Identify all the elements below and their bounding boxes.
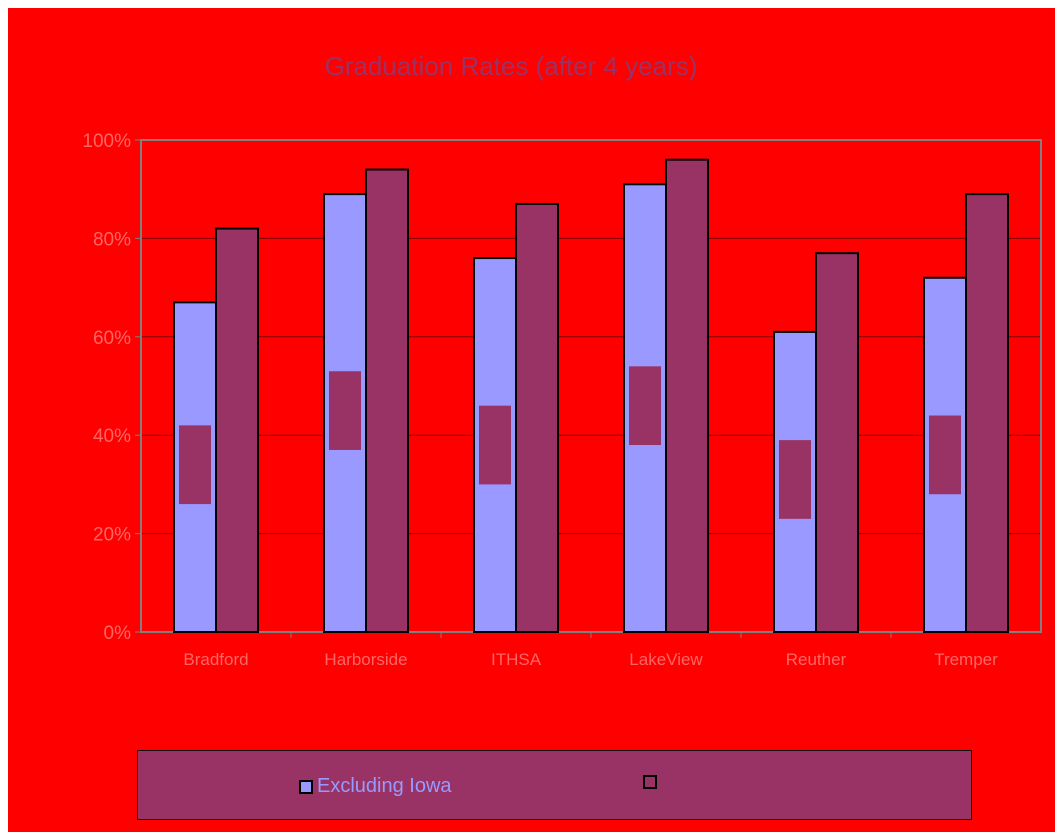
plot-area-border (140, 139, 1042, 633)
y-tick-label: 0% (104, 623, 132, 644)
graduation-rates-chart: Graduation Rates (after 4 years) 0% 20% 40… (82, 51, 1042, 669)
legend: Excluding Iowa (137, 750, 972, 820)
legend-swatch-excluding-iowa (299, 779, 313, 794)
inner-marker-tremper (929, 415, 961, 495)
y-tick-label: 20% (93, 525, 131, 546)
x-tick-label: Tremper (934, 650, 998, 669)
x-tick-label: Reuther (786, 650, 847, 669)
bars (173, 158, 1009, 634)
legend-swatch-series-2 (643, 775, 657, 789)
x-tick-labels: Bradford Harborside ITHSA LakeView Reuther Tr… (183, 650, 998, 669)
y-tick-label: 60% (93, 328, 131, 349)
gridlines (141, 237, 1041, 535)
bar-series-2-ithsa (515, 202, 559, 634)
inner-marker-harborside (329, 371, 361, 450)
legend-label-excluding-iowa: Excluding Iowa (317, 775, 452, 797)
inner-marker-bradford (179, 425, 211, 505)
inner-marker-reuther (779, 440, 811, 519)
y-tick-label: 40% (93, 426, 131, 447)
bar-series-2-reuther (815, 252, 859, 633)
bar-series-2-lakeview (665, 158, 709, 633)
inner-marker-lakeview (629, 366, 661, 446)
axes (135, 139, 892, 638)
x-tick-label: Harborside (324, 650, 407, 669)
legend-item-excluding-iowa: Excluding Iowa (299, 775, 452, 798)
bar-series-2-tremper (965, 193, 1009, 633)
y-tick-label: 80% (93, 229, 131, 250)
x-tick-label: LakeView (629, 650, 703, 669)
y-tick-label: 100% (82, 131, 131, 152)
bar-series-2-harborside (365, 168, 409, 634)
x-tick-label: ITHSA (491, 650, 542, 669)
chart-frame: Graduation Rates (after 4 years) 0% 20% 40… (8, 8, 1055, 832)
x-tick-label: Bradford (183, 650, 248, 669)
legend-item-series-2 (643, 775, 661, 789)
inner-markers (179, 366, 961, 519)
bar-series-2-bradford (215, 227, 259, 633)
y-tick-labels: 0% 20% 40% 60% 80% 100% (82, 131, 131, 644)
inner-marker-ithsa (479, 405, 511, 485)
chart-title: Graduation Rates (after 4 years) (325, 51, 698, 81)
